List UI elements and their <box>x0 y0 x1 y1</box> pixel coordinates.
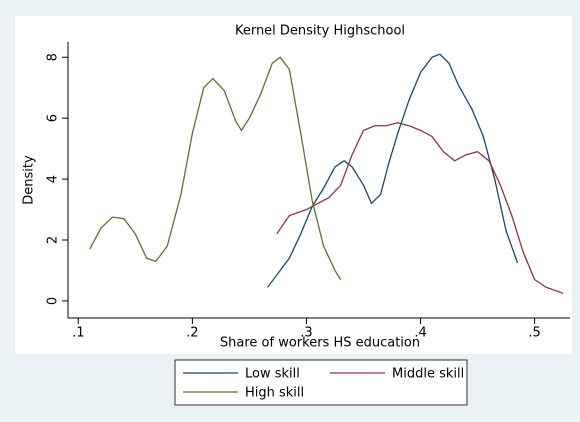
density-line <box>267 53 519 288</box>
density-line <box>89 56 342 280</box>
inner-background <box>15 16 572 354</box>
x-tick-label: .4 <box>414 326 426 341</box>
x-tick-label: .1 <box>72 326 84 341</box>
x-axis-title: Share of workers HS education <box>220 336 420 351</box>
x-tick-label: .5 <box>528 326 540 341</box>
legend-label: High skill <box>245 386 304 401</box>
y-tick-label: 6 <box>46 114 61 122</box>
y-axis-title: Density <box>22 155 37 205</box>
y-tick-label: 4 <box>46 175 61 183</box>
legend-box <box>174 359 468 406</box>
legend-label: Low skill <box>245 367 300 382</box>
x-tick-label: .3 <box>300 326 312 341</box>
y-tick-label: 2 <box>46 236 61 244</box>
legend-label: Middle skill <box>392 367 464 382</box>
x-tick-label: .2 <box>186 326 198 341</box>
chart-title: Kernel Density Highschool <box>235 24 405 39</box>
y-tick-label: 0 <box>46 297 61 305</box>
density-line <box>276 122 564 294</box>
y-tick-label: 8 <box>46 53 61 61</box>
